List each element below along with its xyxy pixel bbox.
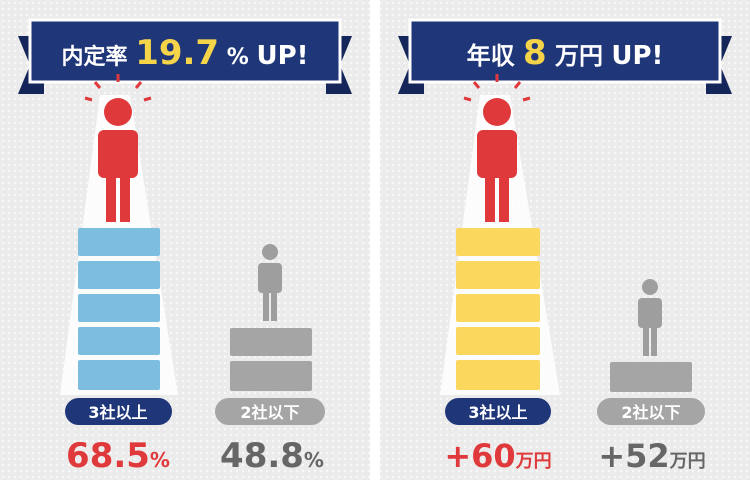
stack — [78, 228, 160, 390]
stack — [456, 228, 540, 390]
group-value: +60万円 — [444, 437, 551, 475]
group-value: 48.8% — [220, 436, 324, 476]
group-value: 68.5% — [66, 436, 170, 476]
banner-number: 8 — [523, 33, 547, 73]
group-label: 2社以下 — [621, 403, 680, 422]
stack — [230, 328, 312, 391]
value-unit: % — [304, 448, 324, 472]
value-number: +52 — [598, 437, 669, 475]
label-pill — [445, 398, 551, 425]
value-number: 68.5 — [66, 436, 150, 476]
banner-text: 内定率 19.7 % UP! — [62, 33, 309, 73]
banner: 年収 8 万円 UP! — [398, 18, 732, 94]
banner-text: 年収 8 万円 UP! — [467, 33, 664, 73]
banner-unit: 万円 — [555, 42, 603, 70]
banner: 内定率 19.7 % UP! — [18, 18, 352, 94]
value-number: 48.8 — [220, 436, 304, 476]
banner-number: 19.7 — [135, 33, 219, 73]
value-number: +60 — [444, 437, 515, 475]
banner-unit: % — [227, 45, 249, 70]
label-pill — [597, 398, 705, 425]
stack — [610, 362, 692, 392]
group-label: 2社以下 — [240, 403, 299, 422]
group-label: 3社以上 — [468, 403, 527, 422]
banner-suffix: UP! — [256, 41, 308, 71]
value-unit: 万円 — [669, 451, 706, 472]
banner-suffix: UP! — [611, 41, 663, 71]
value-unit: % — [150, 448, 170, 472]
label-pill — [65, 398, 172, 425]
group-value: +52万円 — [598, 437, 705, 475]
group-label: 3社以上 — [88, 403, 147, 422]
label-pill — [215, 398, 325, 425]
value-unit: 万円 — [515, 451, 552, 472]
banner-prefix: 内定率 — [62, 44, 128, 70]
banner-prefix: 年収 — [467, 42, 516, 70]
